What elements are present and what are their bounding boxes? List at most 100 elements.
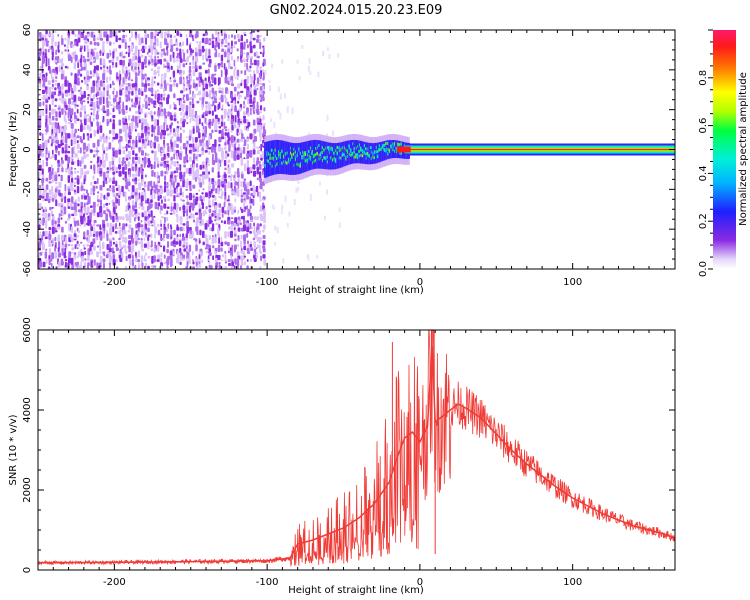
spectrogram-cell <box>256 117 260 124</box>
spectrogram-cell <box>192 82 196 89</box>
spectrogram-cell <box>57 226 61 230</box>
spectrogram-cell <box>51 86 54 90</box>
spectrogram-cell <box>163 88 165 93</box>
spectrogram-cell <box>250 171 253 174</box>
spectrogram-cell <box>45 259 48 264</box>
spectrogram-cell <box>217 77 221 85</box>
spectrogram-cell <box>169 189 173 197</box>
spectrogram-cell <box>163 229 167 236</box>
spectrogram-cell <box>160 227 163 231</box>
spectrogram-cell <box>80 34 83 38</box>
spectrogram-cell <box>218 203 222 208</box>
spectrogram-cell <box>189 62 192 66</box>
spectrogram-cell <box>153 215 156 218</box>
y-tick-label: 0 <box>22 567 33 573</box>
spectrogram-cell <box>87 196 91 204</box>
spectrogram-cell <box>259 223 262 227</box>
spectrogram-cell <box>231 142 234 148</box>
y-tick-label: 20 <box>22 103 33 116</box>
spectrogram-cell <box>86 153 89 158</box>
spectrogram-cell <box>105 153 108 161</box>
spectrogram-cell <box>186 49 189 54</box>
spectrogram-cell <box>202 241 205 246</box>
spectrogram-cell <box>144 152 147 157</box>
spectrogram-cell <box>224 45 228 48</box>
spectrogram-cell <box>144 199 148 204</box>
spectrogram-cell <box>353 150 356 154</box>
spectrogram-cell <box>234 93 237 98</box>
spectrogram-cell <box>143 243 147 248</box>
spectrogram-cell <box>54 104 57 108</box>
spectrogram-cell <box>89 93 92 99</box>
spectrogram-cell <box>263 107 266 112</box>
spectrogram-cell <box>99 80 103 87</box>
spectrogram-cell <box>79 224 82 227</box>
spectrogram-cell <box>111 156 115 162</box>
spectrogram-cell <box>234 261 238 265</box>
spectrogram-cell <box>326 189 329 195</box>
spectrogram-cell <box>147 136 149 140</box>
spectrogram-cell <box>217 38 221 42</box>
colorbar-label: Normalized spectral amplitude <box>738 72 749 226</box>
spectrogram-cell <box>163 96 165 101</box>
spectrogram-cell <box>39 83 41 88</box>
spectrogram-cell <box>220 121 224 127</box>
spectrogram-cell <box>212 37 215 40</box>
spectrogram-cell <box>70 123 74 129</box>
spectrogram-cell <box>179 206 182 211</box>
spectrogram-cell <box>45 108 48 115</box>
spectrogram-cell <box>249 45 253 54</box>
spectrogram-cell <box>301 156 304 160</box>
snr-marks <box>38 330 675 567</box>
spectrogram-cell <box>67 133 71 139</box>
spectrogram-cell <box>122 166 125 175</box>
spectrogram-cell <box>214 152 218 159</box>
spectrogram-cell <box>243 178 247 181</box>
spectrogram-cell <box>124 160 127 164</box>
spectrogram-cell <box>84 258 87 261</box>
spectrogram-cell <box>80 86 82 90</box>
spectrogram-cell <box>92 233 96 237</box>
spectrogram-cell <box>128 234 132 239</box>
spectrogram-cell <box>106 52 110 59</box>
y-tick-label: 2000 <box>22 477 33 502</box>
spectrogram-cell <box>175 41 178 47</box>
spectrogram-cell <box>54 251 58 259</box>
spectrogram-cell <box>214 77 217 85</box>
spectrogram-cell <box>54 98 58 102</box>
spectrogram-cell <box>259 240 261 244</box>
spectrogram-cell <box>204 174 208 180</box>
spectrogram-cell <box>157 66 161 70</box>
spectrogram-cell <box>137 226 140 233</box>
spectrogram-cell <box>243 136 245 140</box>
spectrogram-cell <box>262 229 265 233</box>
spectrogram-cell <box>159 194 162 199</box>
spectrogram-cell <box>243 240 246 245</box>
spectrogram-cell <box>80 124 83 132</box>
spectrogram-cell <box>163 188 166 193</box>
spectrogram-cell <box>179 145 182 150</box>
spectrogram-cell <box>141 150 144 156</box>
spectrogram-cell <box>105 146 109 151</box>
spectrogram-cell <box>61 98 65 104</box>
spectrogram-cell <box>157 195 160 201</box>
spectrogram-cell <box>108 163 111 172</box>
spectrogram-cell <box>228 262 231 267</box>
spectrogram-cell <box>76 59 80 63</box>
spectrogram-cell <box>49 104 51 111</box>
spectrogram-cell <box>224 191 227 198</box>
spectrogram-cell <box>38 51 42 56</box>
spectrogram-cell <box>108 247 112 253</box>
spectrogram-cell <box>224 132 228 136</box>
spectrogram-cell <box>211 121 214 126</box>
spectrogram-cell <box>304 159 308 163</box>
spectrogram-cell <box>311 151 314 155</box>
spectrogram-cell <box>124 42 127 50</box>
spectrogram-cell <box>185 188 189 191</box>
spectrogram-cell <box>176 52 180 57</box>
spectrogram-cell <box>196 265 199 269</box>
spectrogram-cell <box>156 82 160 86</box>
spectrogram-cell <box>135 195 139 202</box>
spectrogram-cell <box>240 70 243 74</box>
